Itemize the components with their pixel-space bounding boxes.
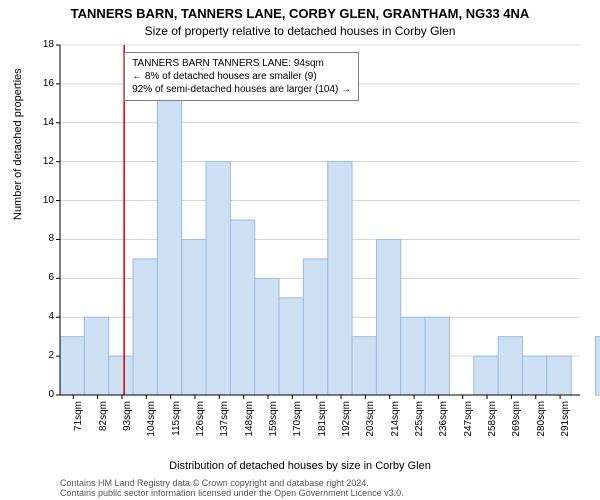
footer-line-1: Contains HM Land Registry data © Crown c… [60,478,369,488]
chart-title-main: TANNERS BARN, TANNERS LANE, CORBY GLEN, … [0,6,600,21]
x-tick: 181sqm [317,401,328,441]
x-tick: 269sqm [511,401,522,441]
x-tick: 104sqm [146,401,157,441]
y-tick: 14 [30,117,54,128]
x-tick: 203sqm [365,401,376,441]
chart-title-sub: Size of property relative to detached ho… [0,24,600,38]
x-tick: 82sqm [98,401,109,441]
x-tick: 126sqm [195,401,206,441]
y-tick: 0 [30,389,54,400]
x-tick: 137sqm [219,401,230,441]
y-tick: 6 [30,272,54,283]
x-tick: 236sqm [438,401,449,441]
y-axis-label: Number of detached properties [12,68,24,220]
x-tick: 93sqm [122,401,133,441]
x-tick: 115sqm [171,401,182,441]
y-tick: 12 [30,156,54,167]
chart-container: TANNERS BARN, TANNERS LANE, CORBY GLEN, … [0,0,600,500]
y-tick: 10 [30,195,54,206]
legend-line-1: TANNERS BARN TANNERS LANE: 94sqm [132,57,351,70]
y-tick: 18 [30,39,54,50]
x-tick: 71sqm [73,401,84,441]
y-tick: 2 [30,350,54,361]
x-tick: 214sqm [390,401,401,441]
x-tick: 170sqm [292,401,303,441]
x-tick: 258sqm [487,401,498,441]
x-axis-label: Distribution of detached houses by size … [0,460,600,472]
legend-box: TANNERS BARN TANNERS LANE: 94sqm ← 8% of… [124,52,359,101]
x-tick: 247sqm [463,401,474,441]
y-tick: 16 [30,78,54,89]
footer-line-2: Contains public sector information licen… [60,488,404,498]
x-tick: 192sqm [341,401,352,441]
y-tick: 4 [30,311,54,322]
legend-line-2: ← 8% of detached houses are smaller (9) [132,70,351,83]
x-tick: 225sqm [414,401,425,441]
y-tick: 8 [30,233,54,244]
x-tick: 148sqm [244,401,255,441]
x-tick: 280sqm [536,401,547,441]
x-tick: 159sqm [268,401,279,441]
legend-line-3: 92% of semi-detached houses are larger (… [132,83,351,96]
x-tick: 291sqm [560,401,571,441]
